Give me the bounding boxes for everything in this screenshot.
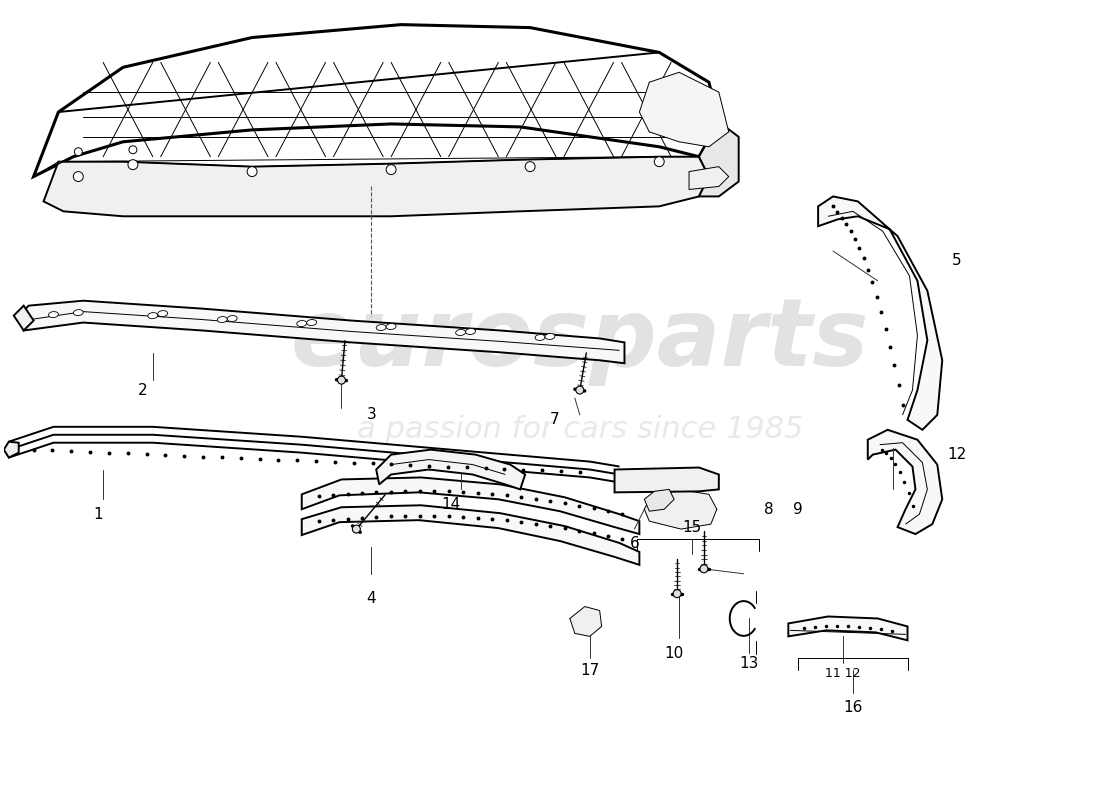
Circle shape (700, 565, 708, 573)
PathPatch shape (615, 467, 718, 492)
Text: 1: 1 (94, 506, 103, 522)
Text: a passion for cars since 1985: a passion for cars since 1985 (356, 415, 803, 444)
Ellipse shape (48, 311, 58, 318)
Text: 2: 2 (138, 382, 147, 398)
PathPatch shape (301, 478, 639, 534)
Text: 14: 14 (441, 497, 460, 512)
Circle shape (386, 165, 396, 174)
PathPatch shape (689, 166, 728, 190)
Circle shape (128, 160, 138, 170)
Ellipse shape (297, 321, 307, 326)
Text: 4: 4 (366, 591, 376, 606)
PathPatch shape (14, 306, 34, 330)
Text: 12: 12 (947, 447, 967, 462)
Circle shape (575, 386, 584, 394)
Text: 15: 15 (682, 520, 702, 534)
Text: 9: 9 (793, 502, 803, 517)
Text: 8: 8 (763, 502, 773, 517)
Ellipse shape (157, 310, 167, 317)
PathPatch shape (24, 301, 625, 363)
Ellipse shape (218, 317, 228, 322)
Ellipse shape (74, 310, 84, 316)
Ellipse shape (228, 315, 238, 322)
Text: 13: 13 (739, 656, 758, 670)
Circle shape (129, 146, 136, 154)
Ellipse shape (544, 334, 556, 339)
Ellipse shape (376, 325, 386, 330)
Text: 6: 6 (629, 537, 639, 551)
PathPatch shape (698, 122, 739, 197)
Text: 10: 10 (664, 646, 684, 661)
Text: eurosparts: eurosparts (290, 294, 869, 386)
Text: 3: 3 (366, 407, 376, 422)
PathPatch shape (44, 157, 708, 216)
PathPatch shape (789, 617, 907, 640)
Circle shape (673, 590, 681, 598)
Ellipse shape (535, 334, 544, 341)
Circle shape (248, 166, 257, 177)
Circle shape (525, 162, 535, 171)
Text: 7: 7 (550, 412, 560, 427)
Text: 5: 5 (953, 254, 962, 269)
Circle shape (338, 376, 345, 384)
PathPatch shape (645, 490, 674, 511)
Text: 17: 17 (580, 662, 600, 678)
Ellipse shape (147, 313, 157, 318)
Ellipse shape (455, 330, 465, 335)
Text: 16: 16 (844, 700, 862, 715)
PathPatch shape (301, 506, 639, 565)
Ellipse shape (307, 319, 317, 326)
Circle shape (75, 148, 82, 156)
Text: 11 12: 11 12 (825, 666, 860, 679)
PathPatch shape (34, 25, 718, 177)
PathPatch shape (570, 606, 602, 636)
PathPatch shape (645, 490, 717, 529)
Ellipse shape (386, 323, 396, 330)
Circle shape (654, 157, 664, 166)
Ellipse shape (465, 329, 475, 334)
PathPatch shape (639, 72, 728, 146)
Circle shape (74, 171, 84, 182)
PathPatch shape (3, 442, 19, 458)
PathPatch shape (818, 197, 943, 430)
Circle shape (352, 525, 361, 533)
PathPatch shape (868, 430, 943, 534)
PathPatch shape (376, 450, 525, 490)
